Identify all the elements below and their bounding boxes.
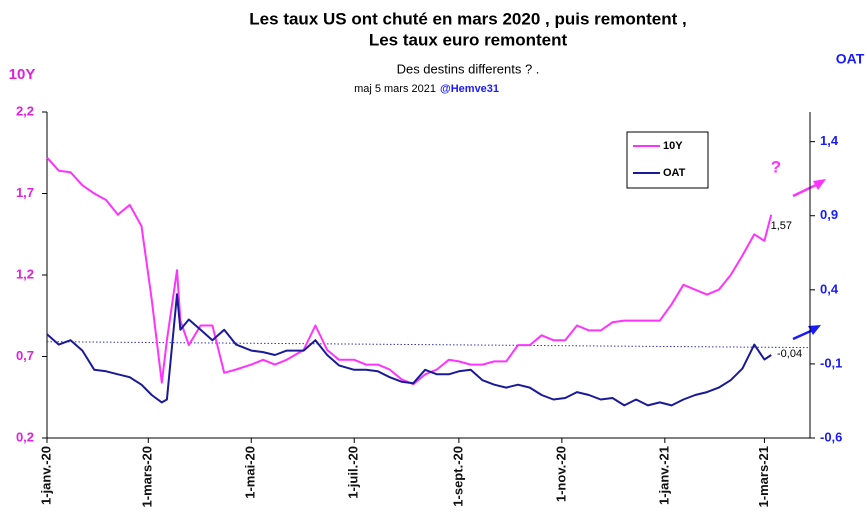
y2-axis-label: OAT xyxy=(836,51,865,67)
x-tick-label: 1-mars-21 xyxy=(756,446,771,507)
y2-tick-label: 0,4 xyxy=(820,281,839,296)
x-tick-label: 1-mai-20 xyxy=(243,446,258,499)
chart-title: Les taux euro remontent xyxy=(369,30,568,49)
y2-tick-label: -0,6 xyxy=(820,429,842,444)
y2-tick-label: -0,1 xyxy=(820,355,842,370)
y-tick-label: 1,2 xyxy=(16,266,34,281)
x-tick-label: 1-mars-20 xyxy=(140,446,155,507)
y-tick-label: 2,2 xyxy=(16,103,34,118)
x-tick-label: 1-juil.-20 xyxy=(346,446,361,499)
x-tick-label: 1-nov.-20 xyxy=(553,446,568,502)
credit: @Hemve31 xyxy=(440,83,499,95)
legend-label: 10Y xyxy=(663,140,683,152)
series-line xyxy=(46,293,772,407)
legend-box xyxy=(626,131,709,189)
y-axis-label: 10Y xyxy=(9,66,36,83)
y2-tick-label: 1,4 xyxy=(820,133,839,148)
y-tick-label: 1,7 xyxy=(16,185,34,200)
x-tick-label: 1-janv.-21 xyxy=(656,446,671,505)
y-tick-label: 0,7 xyxy=(16,348,34,363)
x-tick-label: 1-sept.-20 xyxy=(450,446,465,507)
x-tick-label: 1-janv.-20 xyxy=(38,446,53,505)
annotation: ? xyxy=(771,157,781,176)
trend-line xyxy=(46,341,811,349)
chart-subtitle: Des destins differents ? . xyxy=(397,61,540,76)
y-tick-label: 0,2 xyxy=(16,429,34,444)
arrow-head xyxy=(808,325,821,335)
y2-tick-label: 0,9 xyxy=(820,207,838,222)
annotation: 1,57 xyxy=(771,220,792,232)
arrow xyxy=(792,182,819,198)
legend-label: OAT xyxy=(663,167,686,179)
update-note: maj 5 mars 2021 xyxy=(354,83,436,95)
arrow-head xyxy=(813,179,826,190)
chart-title: Les taux US ont chuté en mars 2020 , pui… xyxy=(249,9,686,28)
annotation: -0,04 xyxy=(777,348,802,360)
series-line xyxy=(46,156,773,386)
